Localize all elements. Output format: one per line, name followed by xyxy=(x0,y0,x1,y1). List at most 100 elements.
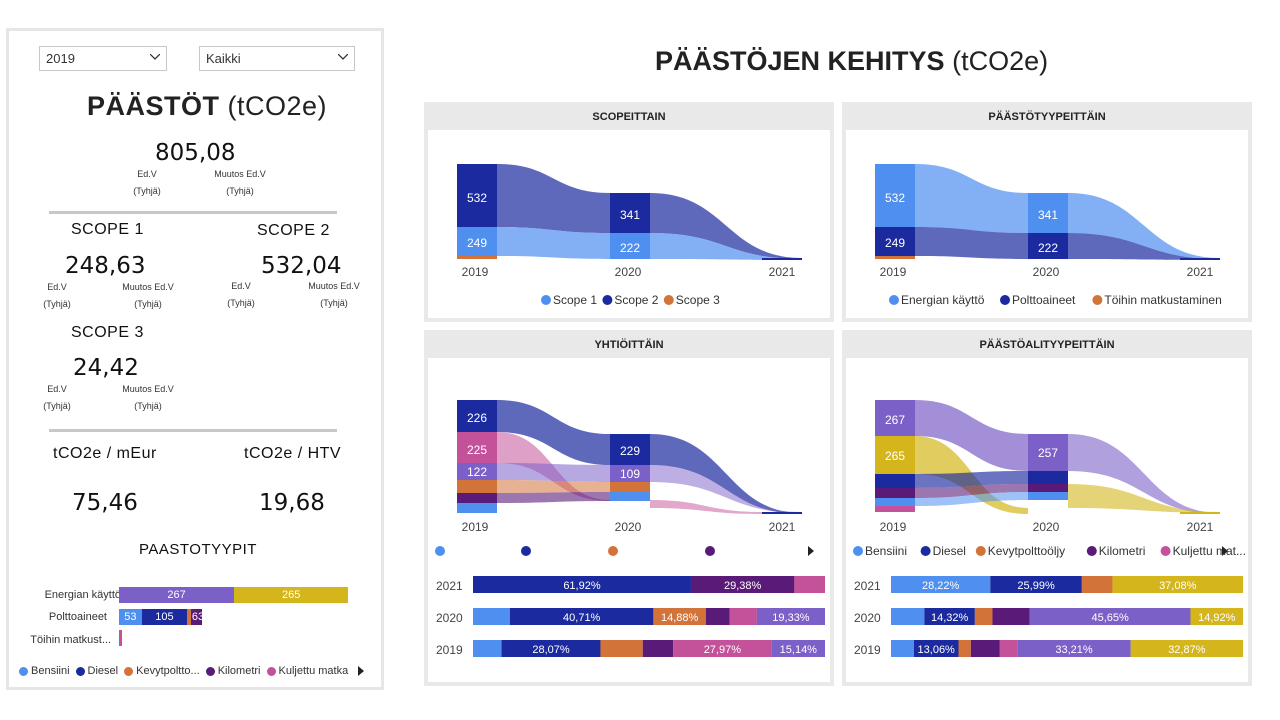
legend-dot xyxy=(602,295,613,305)
data-label: 14,88% xyxy=(661,612,699,624)
row-year-label: 2019 xyxy=(436,643,463,657)
chevron-down-icon xyxy=(338,54,348,60)
legend-dot xyxy=(1086,546,1097,556)
data-label: 28,22% xyxy=(922,580,960,592)
panel-company: YHTIÖITTÄIN 226 225 122 229 109 2019 2020 2021 2… xyxy=(424,330,834,686)
row-year-label: 2021 xyxy=(854,579,881,593)
type-label-fuel: Polttoaineet xyxy=(48,611,107,623)
bar-segment xyxy=(457,493,497,503)
scope3-label: SCOPE 3 xyxy=(71,324,144,341)
legend-item[interactable]: Diesel xyxy=(75,665,118,677)
total-edv-value: (Tyhjä) xyxy=(133,186,161,196)
legend-label[interactable]: Töihin matkustaminen xyxy=(1104,293,1221,307)
legend-next-icon[interactable] xyxy=(1222,546,1228,556)
year-dropdown[interactable]: 2019 xyxy=(39,46,167,71)
legend-dot xyxy=(1000,295,1010,305)
legend-label[interactable]: Energian käyttö xyxy=(901,293,985,307)
emission-type-segment[interactable]: 267 xyxy=(119,587,235,603)
legend-label[interactable]: Scope 1 xyxy=(553,293,597,307)
scope2-edv-label: Ed.V xyxy=(231,281,251,291)
year-dropdown-value: 2019 xyxy=(46,51,75,66)
bar-segment xyxy=(457,480,497,493)
emission-type-segment[interactable]: 63 xyxy=(191,609,203,625)
bar-segment xyxy=(1028,471,1068,484)
ribbon xyxy=(497,463,610,482)
legend-dot[interactable] xyxy=(521,546,531,556)
legend-label[interactable]: Kuljettu mat... xyxy=(1173,544,1246,558)
legend-label[interactable]: Diesel xyxy=(933,544,966,558)
ribbon xyxy=(1068,434,1220,514)
data-label: 45,65% xyxy=(1091,612,1129,624)
stacked-segment xyxy=(974,608,993,625)
data-label: 222 xyxy=(620,241,640,255)
type-ribbon-chart: 532 249 341 222 2019 2020 2021 Energian käyttö P… xyxy=(875,164,1222,307)
legend-label[interactable]: Kevytpolttoöljy xyxy=(988,544,1065,558)
legend-item[interactable]: Kuljettu matka xyxy=(266,665,348,677)
data-label: 249 xyxy=(885,236,905,250)
emission-type-segment[interactable] xyxy=(187,609,191,625)
legend-dot xyxy=(1092,295,1103,305)
stacked-segment xyxy=(913,640,959,657)
legend-dot[interactable] xyxy=(608,546,618,556)
legend-item[interactable]: Kevytpoltto... xyxy=(124,665,200,677)
data-label: 27,97% xyxy=(704,644,742,656)
stacked-segment xyxy=(970,640,1000,657)
emission-type-segment[interactable]: 105 xyxy=(141,609,188,625)
legend-dot xyxy=(541,295,551,305)
stacked-segment xyxy=(600,640,643,657)
ribbon xyxy=(497,492,610,503)
bar-segment xyxy=(875,498,915,506)
type-label-energy: Energian käyttö xyxy=(44,589,121,601)
data-label: 341 xyxy=(1038,208,1058,222)
ribbon-bottom xyxy=(915,227,1028,259)
scope-ribbon-chart: 532 249 341 222 2019 2020 2021 Scope 1 Scope 2 Sc… xyxy=(457,164,802,307)
main-title: PÄÄSTÖJEN KEHITYS (tCO2e) xyxy=(655,46,1048,77)
legend-label[interactable]: Polttoaineet xyxy=(1012,293,1076,307)
panel-type: PÄÄSTÖTYYPEITTÄIN 532 249 341 222 2019 2020 20… xyxy=(842,102,1252,322)
data-label: 28,07% xyxy=(532,644,570,656)
ribbon xyxy=(650,465,802,513)
legend-label[interactable]: Scope 3 xyxy=(676,293,720,307)
company-dropdown-value: Kaikki xyxy=(206,51,241,66)
stacked-segment xyxy=(653,608,706,625)
legend-label[interactable]: Scope 2 xyxy=(614,293,658,307)
emission-type-segment[interactable]: 53 xyxy=(119,609,142,625)
data-label: 40,71% xyxy=(563,612,601,624)
bar-segment xyxy=(875,256,915,259)
legend-label[interactable]: Kilometri xyxy=(1099,544,1146,558)
bar-segment xyxy=(457,400,497,432)
legend-label[interactable]: Bensiini xyxy=(865,544,907,558)
data-label: 13,06% xyxy=(918,644,956,656)
legend-dot[interactable] xyxy=(705,546,715,556)
year-axis-label: 2019 xyxy=(462,265,489,279)
data-label: 33,21% xyxy=(1055,644,1093,656)
intensity-meur-value: 75,46 xyxy=(72,490,138,516)
legend-dot[interactable] xyxy=(435,546,445,556)
legend-next-icon[interactable] xyxy=(808,546,814,556)
emission-type-segment[interactable] xyxy=(190,609,192,625)
emission-type-segment[interactable] xyxy=(119,630,122,646)
bar-segment xyxy=(1180,512,1220,514)
company-dropdown[interactable]: Kaikki xyxy=(199,46,355,71)
legend-dot xyxy=(266,666,276,676)
bar-segment xyxy=(610,233,650,259)
emission-type-segment[interactable]: 265 xyxy=(234,587,349,603)
total-muutos-value: (Tyhjä) xyxy=(226,186,254,196)
stacked-segment xyxy=(999,640,1018,657)
scope1-value: 248,63 xyxy=(65,253,146,279)
ribbon xyxy=(915,400,1028,471)
scope3-edv-value: (Tyhjä) xyxy=(43,401,71,411)
legend-item[interactable]: Bensiini xyxy=(19,665,70,677)
data-label: 14,92% xyxy=(1198,612,1236,624)
scope2-muutos-value: (Tyhjä) xyxy=(320,298,348,308)
ribbon-bottom xyxy=(497,227,610,259)
scope1-edv-value: (Tyhjä) xyxy=(43,299,71,309)
divider xyxy=(49,429,337,432)
data-label: 265 xyxy=(885,449,905,463)
legend-next-icon[interactable] xyxy=(358,666,364,676)
ribbon xyxy=(650,434,802,514)
legend-item[interactable]: Kilometri xyxy=(205,665,261,677)
legend-dot xyxy=(124,666,134,676)
stacked-segment xyxy=(473,640,502,657)
stacked-segment xyxy=(1017,640,1131,657)
